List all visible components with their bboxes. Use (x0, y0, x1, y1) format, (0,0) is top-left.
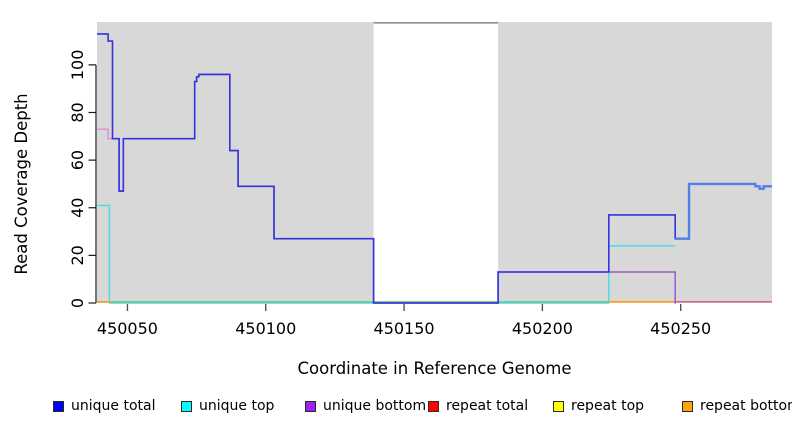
series-unique-total-right (675, 182, 772, 240)
y-tick-label: 100 (68, 50, 87, 81)
x-tick-label: 450100 (235, 319, 296, 338)
series-unique-total (97, 33, 676, 304)
y-tick-label: 60 (68, 150, 87, 170)
x-tick-label: 450250 (650, 319, 711, 338)
legend-swatch-unique-bottom (305, 401, 316, 412)
y-tick-label: 40 (68, 198, 87, 218)
legend-swatch-repeat-total (428, 401, 439, 412)
y-tick-label: 80 (68, 102, 87, 122)
series-group (97, 33, 772, 304)
background-region (97, 22, 374, 303)
legend-item-unique-top: unique top (181, 399, 274, 414)
legend-label-unique-top: unique top (199, 398, 275, 414)
x-tick-label: 450200 (512, 319, 573, 338)
x-axis-title: Coordinate in Reference Genome (297, 359, 571, 378)
series-unique-top (97, 204, 676, 304)
y-axis-title: Read Coverage Depth (12, 93, 31, 274)
legend-swatch-repeat-top (553, 401, 564, 412)
background-region (373, 22, 499, 303)
x-axis: 450050 450100 450150 450200 450250 Coordinate… (97, 304, 711, 378)
legend-label-repeat-bottom: repeat bottom (700, 398, 792, 414)
legend-item-repeat-total: repeat total (428, 399, 528, 414)
legend-label-repeat-top: repeat top (571, 398, 645, 414)
legend-label-unique-total: unique total (71, 398, 156, 414)
legend-label-unique-bottom: unique bottom (323, 398, 427, 414)
y-tick-label: 0 (68, 298, 87, 308)
legend-item-unique-total: unique total (53, 399, 155, 414)
y-axis: 0 20 40 60 80 100 Read Coverage Depth (12, 50, 97, 308)
background-region (498, 22, 772, 303)
legend-swatch-unique-total (53, 401, 64, 412)
legend-item-repeat-bottom: repeat bottom (682, 399, 792, 414)
y-tick-label: 20 (68, 245, 87, 265)
plot-background (97, 21, 772, 303)
x-tick-label: 450150 (374, 319, 435, 338)
legend-item-unique-bottom: unique bottom (305, 399, 426, 414)
legend-swatch-repeat-bottom (682, 401, 693, 412)
x-tick-label: 450050 (97, 319, 158, 338)
legend-swatch-unique-top (181, 401, 192, 412)
legend-label-repeat-total: repeat total (446, 398, 529, 414)
series-unique-bottom-left (97, 128, 114, 140)
legend-item-repeat-top: repeat top (553, 399, 644, 414)
